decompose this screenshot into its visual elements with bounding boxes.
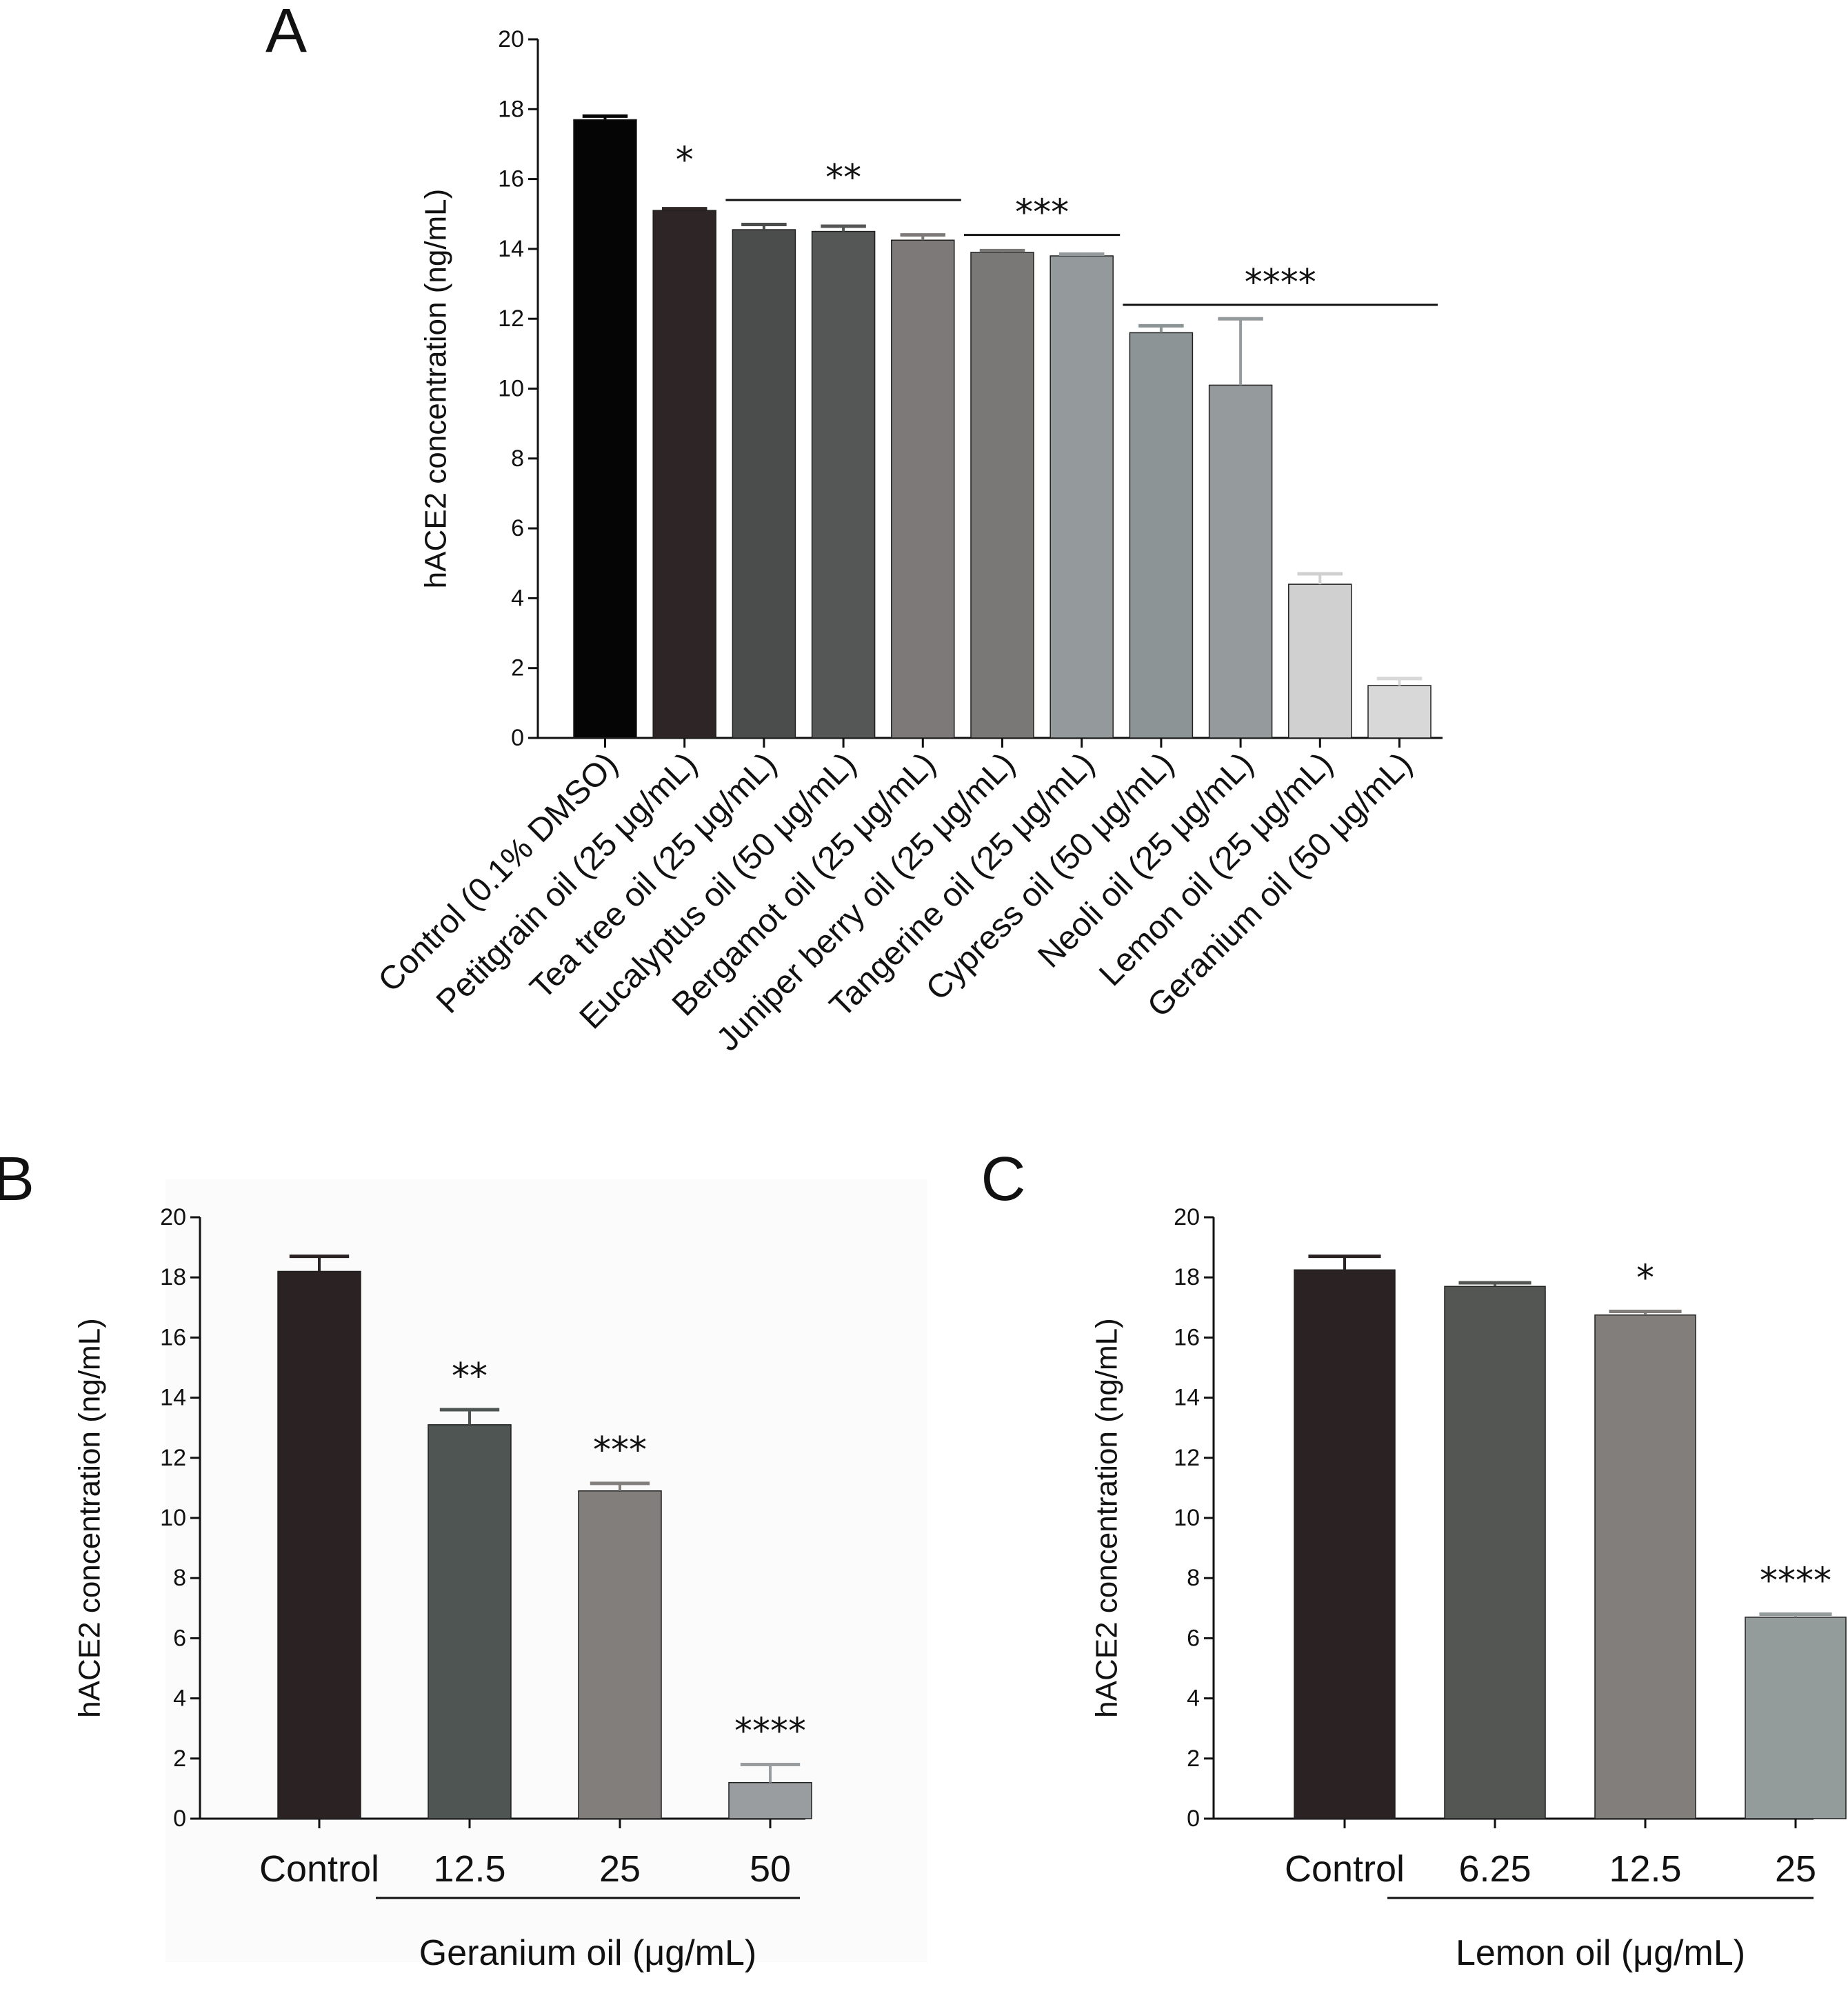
panel-c-x-axis-label: Lemon oil (μg/mL) — [1456, 1933, 1745, 1973]
panel-b-x-axis-label: Geranium oil (μg/mL) — [419, 1933, 756, 1973]
panel-b-y-tick-label: 6 — [173, 1625, 186, 1651]
panel-a-chart: A 0 2 4 6 8 10 12 14 16 18 20 hACE2 concentration (n… — [265, 0, 1443, 1058]
panel-b-bar — [728, 1781, 812, 1819]
panel-c-y-tick-label: 20 — [1174, 1204, 1200, 1230]
panel-a-y-tick-label: 14 — [498, 236, 524, 262]
panel-b-y-tick-label: 20 — [160, 1204, 186, 1230]
panel-a-bar — [970, 252, 1034, 739]
panel-b-significance-label: ** — [452, 1356, 488, 1397]
panel-b-y-tick-label: 2 — [173, 1746, 186, 1772]
panel-a-bar — [811, 230, 876, 739]
panel-c-bar — [1444, 1286, 1546, 1819]
panel-c-y-tick-label: 0 — [1187, 1806, 1200, 1832]
panel-a-y-tick-label: 18 — [498, 96, 524, 122]
panel-c-x-tick-label: 25 — [1775, 1848, 1816, 1890]
panel-c-y-tick-label: 10 — [1174, 1505, 1200, 1531]
panel-c-bar — [1594, 1314, 1696, 1819]
panel-a-y-tick-label: 20 — [498, 26, 524, 52]
panel-b-y-tick-label: 12 — [160, 1445, 186, 1471]
panel-c-bar — [1745, 1617, 1847, 1819]
panel-a-y-tick-label: 8 — [511, 446, 524, 472]
panel-a-panel-label: A — [265, 0, 307, 66]
panel-b-panel-label: B — [0, 1145, 34, 1214]
panel-c-y-tick-label: 12 — [1174, 1445, 1200, 1471]
panel-c-bar — [1294, 1269, 1396, 1819]
panel-b-x-tick-label: Control — [259, 1848, 379, 1890]
panel-a-y-tick-label: 12 — [498, 306, 524, 332]
panel-c-x-tick-label: Control — [1285, 1848, 1405, 1890]
panel-a-y-tick-label: 6 — [511, 515, 524, 541]
panel-c-y-tick-label: 4 — [1187, 1686, 1200, 1712]
panel-b-significance-label: **** — [734, 1711, 806, 1752]
panel-c-y-tick-label: 2 — [1187, 1746, 1200, 1772]
panel-b-y-tick-label: 8 — [173, 1565, 186, 1591]
panel-a-bar — [891, 239, 955, 739]
panel-c-significance-label: * — [1636, 1257, 1654, 1299]
panel-a-y-axis-label: hACE2 concentration (ng/mL) — [419, 189, 453, 589]
panel-a-bar — [1367, 685, 1432, 739]
panel-a-y-tick-label: 4 — [511, 585, 524, 611]
panel-c-significance-label: **** — [1760, 1561, 1831, 1602]
panel-a-bar — [1288, 583, 1352, 739]
panel-c-x-tick-label: 6.25 — [1458, 1848, 1531, 1890]
panel-b-y-axis-label: hACE2 concentration (ng/mL) — [73, 1318, 107, 1718]
panel-b-bar — [277, 1270, 361, 1819]
panel-a-y-tick-label: 2 — [511, 655, 524, 681]
panel-a-y-tick-label: 0 — [511, 725, 524, 751]
panel-b-chart: B 0 2 4 6 8 10 12 14 16 18 20 hACE2 concentration (n… — [0, 1145, 927, 1973]
panel-b-x-tick-label: 25 — [599, 1848, 641, 1890]
panel-c-y-tick-label: 16 — [1174, 1324, 1200, 1350]
panel-a-y-tick-label: 16 — [498, 166, 524, 192]
panel-a-bar — [1129, 332, 1194, 739]
panel-b-y-tick-label: 0 — [173, 1806, 186, 1832]
panel-a-significance-label: * — [676, 140, 694, 181]
panel-c-x-tick-label: 12.5 — [1609, 1848, 1681, 1890]
panel-a-bar — [732, 229, 796, 739]
panel-b-y-tick-label: 18 — [160, 1264, 186, 1290]
panel-a-significance-label: *** — [1015, 192, 1069, 234]
panel-b-significance-label: *** — [593, 1430, 647, 1471]
panel-a-bar — [1049, 255, 1114, 739]
panel-a-bar — [652, 210, 716, 739]
panel-b-y-tick-label: 16 — [160, 1324, 186, 1350]
panel-a-bar — [1208, 384, 1273, 739]
panel-a-significance-label: ** — [825, 157, 861, 199]
panel-b-x-tick-label: 12.5 — [433, 1848, 505, 1890]
panel-a-significance-label: **** — [1245, 262, 1316, 303]
panel-c-y-tick-label: 14 — [1174, 1385, 1200, 1411]
panel-b-bar — [428, 1424, 512, 1819]
panel-b-y-tick-label: 4 — [173, 1686, 186, 1712]
panel-c-y-tick-label: 6 — [1187, 1625, 1200, 1651]
panel-b-y-tick-label: 10 — [160, 1505, 186, 1531]
panel-b-x-tick-label: 50 — [750, 1848, 791, 1890]
panel-a-bar — [573, 119, 637, 739]
panel-c-chart: C 0 2 4 6 8 10 12 14 16 18 20 hACE2 concentration (n… — [981, 1145, 1847, 1973]
panel-c-y-tick-label: 18 — [1174, 1264, 1200, 1290]
panel-c-panel-label: C — [981, 1145, 1026, 1214]
panel-c-y-tick-label: 8 — [1187, 1565, 1200, 1591]
panel-b-bar — [578, 1490, 662, 1819]
panel-b-y-tick-label: 14 — [160, 1385, 186, 1411]
panel-c-y-axis-label: hACE2 concentration (ng/mL) — [1090, 1318, 1124, 1718]
panel-a-y-tick-label: 10 — [498, 376, 524, 402]
